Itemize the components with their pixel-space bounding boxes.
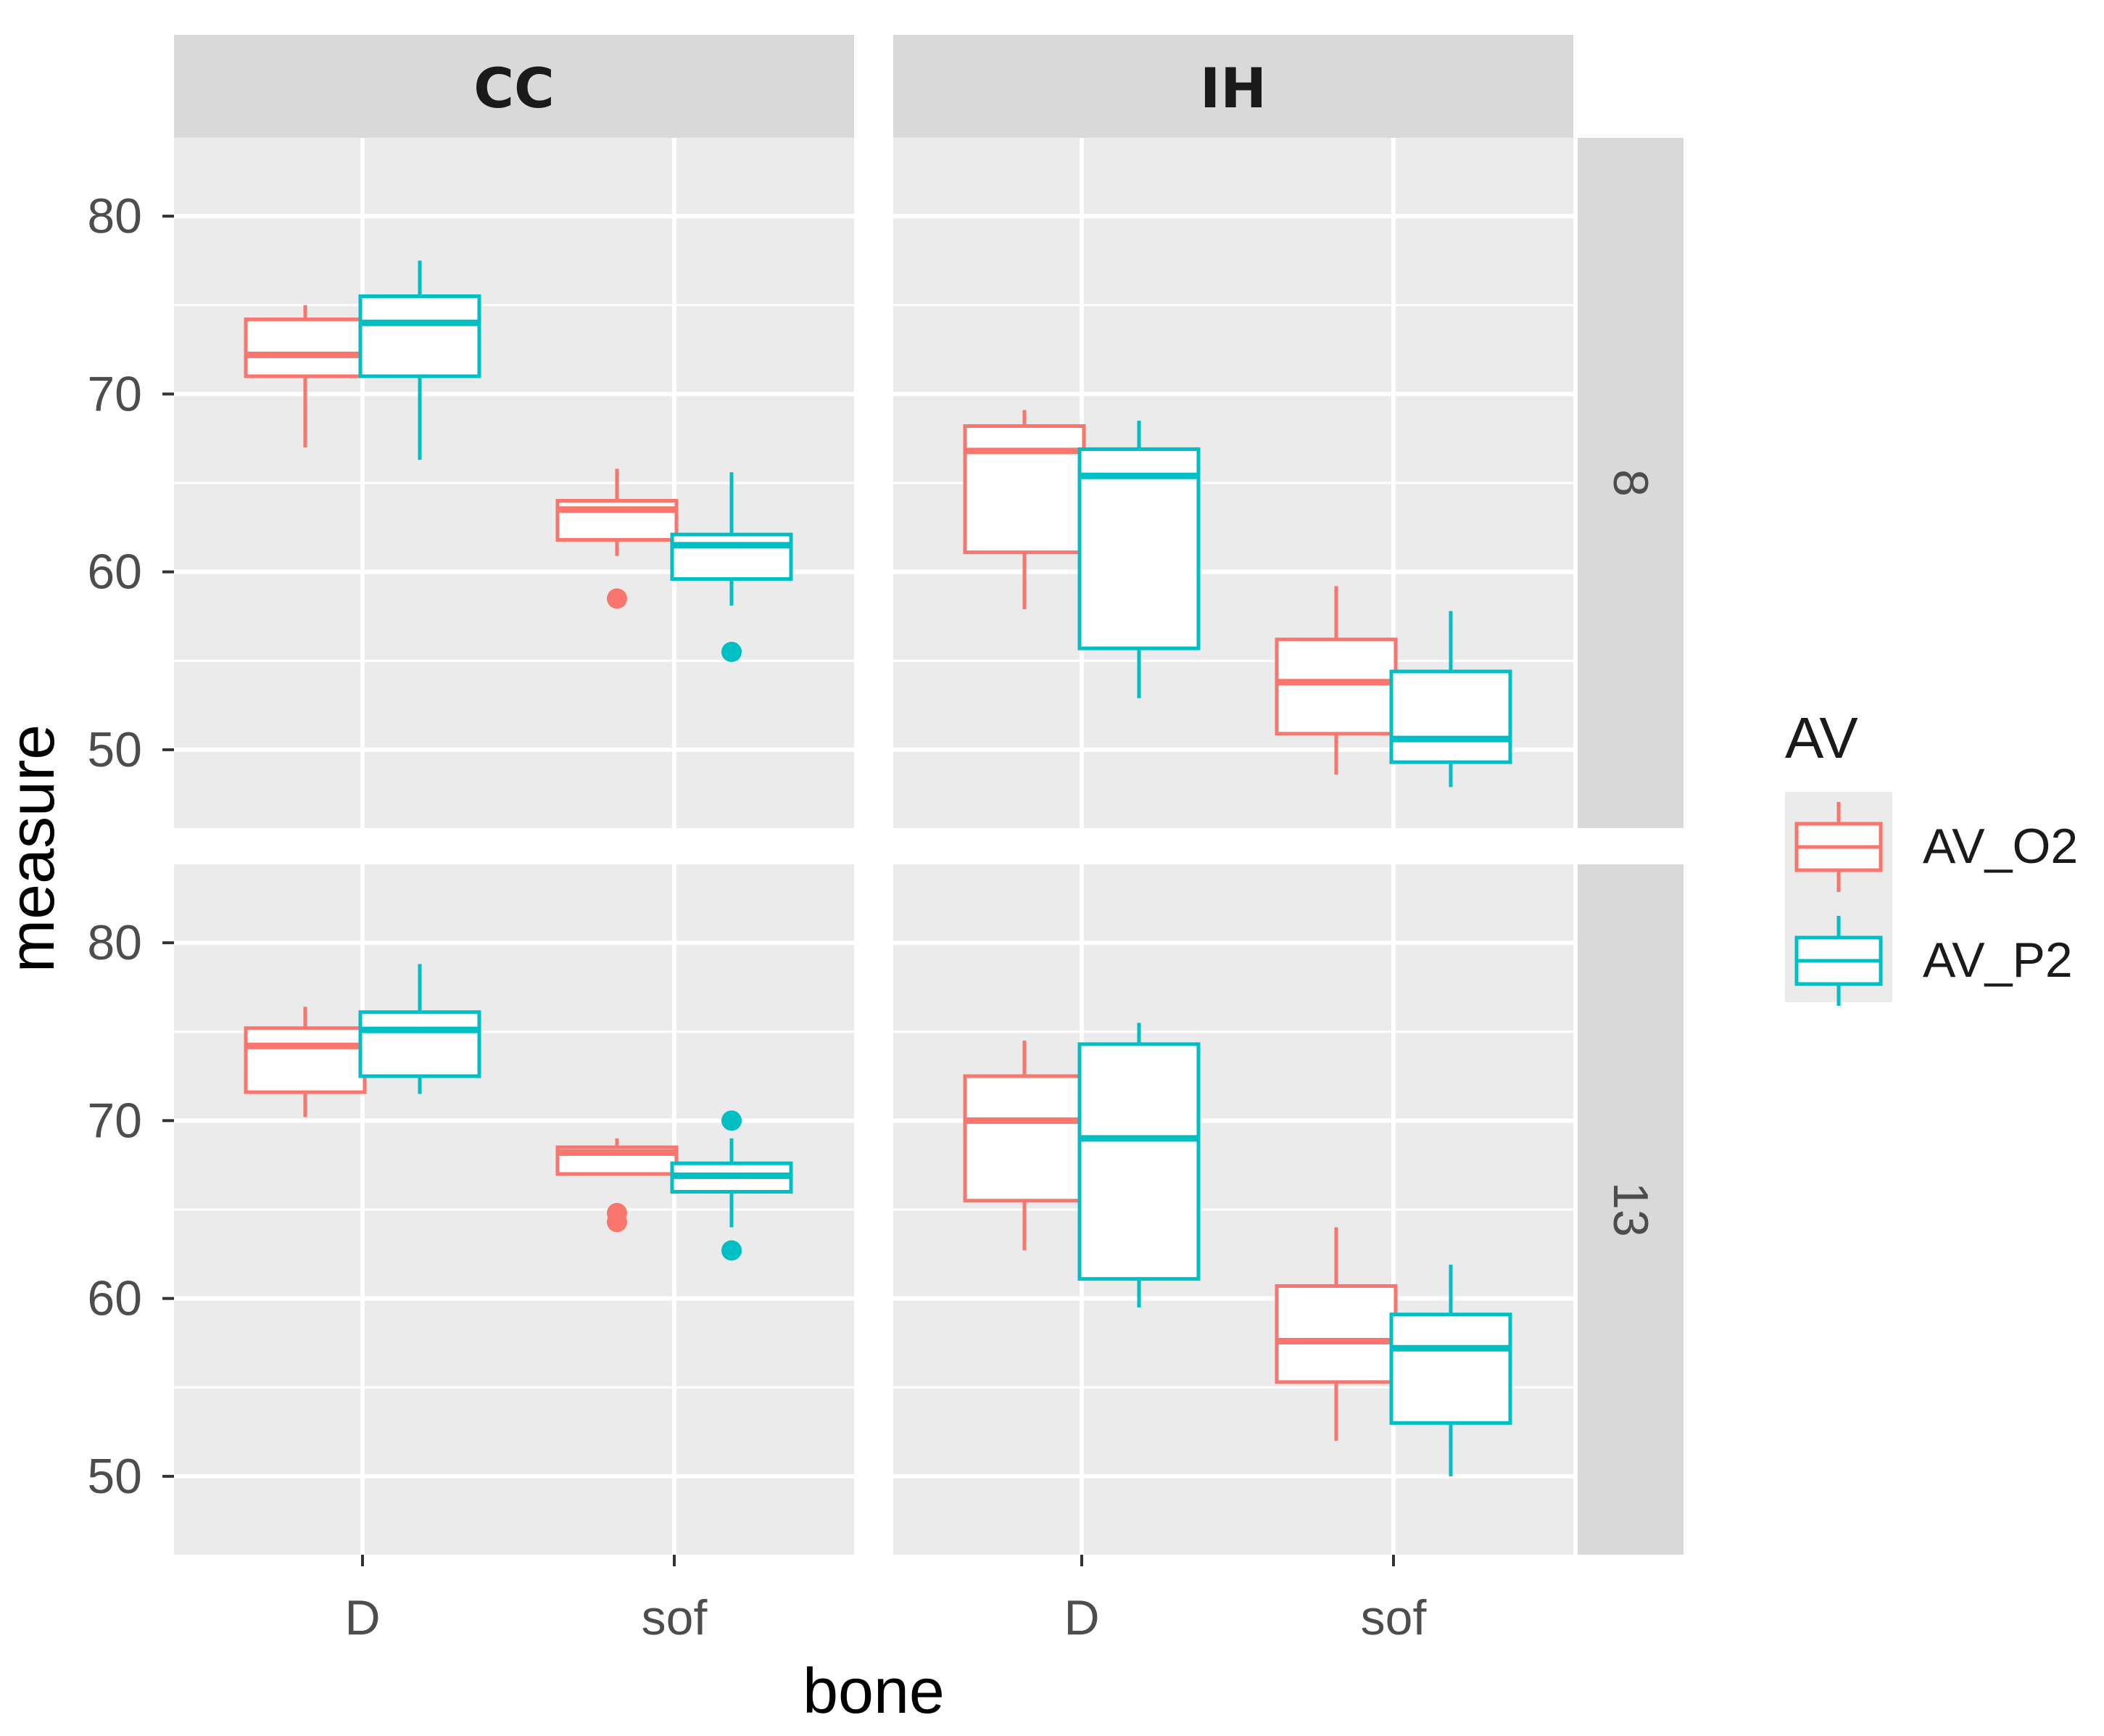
y-tick-label-50: 50	[87, 722, 142, 777]
facet-label-cc: CC	[473, 56, 555, 120]
box-ih-13-D-av-o2	[963, 1041, 1086, 1251]
box-body	[670, 532, 793, 581]
outlier-point	[607, 1202, 627, 1223]
facet-strip-row-13	[1578, 864, 1683, 1555]
box-cc-13-D-av-p2	[358, 964, 481, 1094]
box-ih-8-D-av-p2	[1077, 421, 1201, 698]
outlier-point	[607, 588, 627, 609]
x-axis-title: bone	[803, 1655, 945, 1727]
x-tick-label-D: D	[1064, 1590, 1099, 1645]
legend: AV AV_O2 AV_P2	[1785, 706, 2078, 1006]
box-cc-8-sof-av-o2	[555, 468, 679, 609]
y-tick-label-70: 70	[87, 366, 142, 421]
facet-label-row-13: 13	[1603, 1182, 1658, 1237]
box-cc-13-sof-av-p2	[670, 1110, 793, 1261]
outlier-point	[721, 1110, 742, 1131]
box-body	[244, 317, 367, 379]
box-body	[963, 1074, 1086, 1203]
x-tick-label-sof: sof	[1361, 1590, 1427, 1645]
y-tick-label-50: 50	[87, 1449, 142, 1504]
box-ih-13-sof-av-p2	[1389, 1265, 1512, 1476]
y-tick-label-80: 80	[87, 915, 142, 970]
outlier-point	[721, 642, 742, 662]
box-ih-8-sof-av-o2	[1275, 586, 1398, 775]
y-tick-label-60: 60	[87, 1271, 142, 1326]
box-body	[1389, 669, 1512, 764]
box-body	[358, 294, 481, 379]
box-cc-8-D-av-p2	[358, 260, 481, 460]
box-body	[1389, 1313, 1512, 1425]
box-ih-13-D-av-p2	[1077, 1022, 1201, 1307]
facet-strip-cc	[174, 35, 854, 138]
box-ih-8-sof-av-p2	[1389, 611, 1512, 788]
legend-keys	[1794, 802, 1883, 1006]
box-body	[1275, 1284, 1398, 1384]
legend-label-av-o2: AV_O2	[1923, 819, 2078, 874]
box-cc-13-sof-av-o2	[555, 1138, 679, 1233]
box-body	[244, 1026, 367, 1094]
y-axis-title: measure	[0, 724, 67, 972]
outlier-point	[721, 1240, 742, 1261]
x-tick-label-D: D	[344, 1590, 380, 1645]
box-cc-8-D-av-o2	[244, 305, 367, 447]
legend-label-av-p2: AV_P2	[1923, 933, 2073, 988]
box-body	[1077, 447, 1201, 650]
y-tick-label-70: 70	[87, 1093, 142, 1148]
facet-label-ih: IH	[1200, 56, 1267, 120]
box-cc-8-sof-av-p2	[670, 472, 793, 662]
x-tick-label-sof: sof	[642, 1590, 708, 1645]
box-body	[1077, 1042, 1201, 1281]
box-body	[1275, 637, 1398, 736]
box-body	[358, 1010, 481, 1078]
facet-label-row-8: 8	[1603, 469, 1658, 497]
legend-title: AV	[1785, 706, 1858, 770]
y-tick-label-80: 80	[87, 189, 142, 244]
box-ih-13-sof-av-o2	[1275, 1227, 1398, 1441]
facet-strip-ih	[893, 35, 1573, 138]
facet-strip-row-8	[1578, 138, 1683, 828]
box-ih-8-D-av-o2	[963, 410, 1086, 610]
box-body	[963, 424, 1086, 555]
y-tick-label-60: 60	[87, 545, 142, 600]
